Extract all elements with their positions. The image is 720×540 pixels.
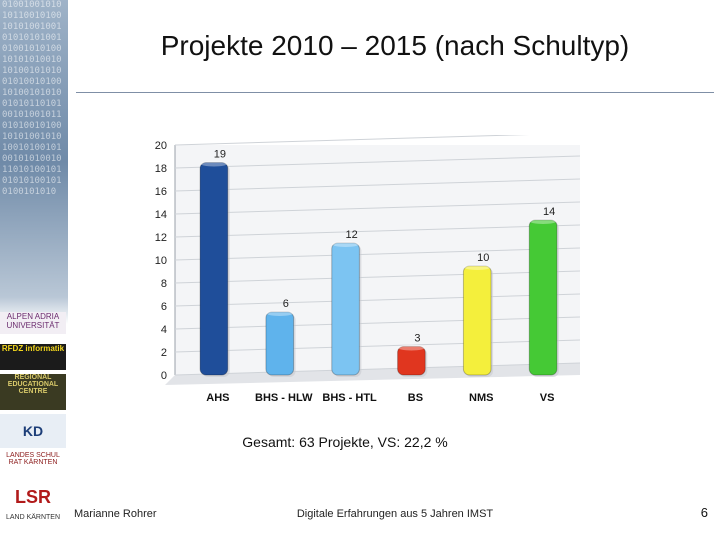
gridline	[174, 339, 581, 353]
university-logo: ALPEN ADRIA UNIVERSITÄT	[0, 312, 66, 334]
title-divider	[76, 92, 714, 93]
y-tick-label: 4	[161, 324, 167, 336]
data-label: 10	[477, 252, 489, 264]
sidebar-decoration: 0100100101010110010100101010010010101010…	[0, 0, 68, 540]
x-tick-label: VS	[540, 392, 555, 404]
y-tick-label: 16	[155, 186, 167, 198]
bar-top-highlight	[265, 310, 294, 316]
y-tick-label: 10	[155, 255, 167, 267]
y-tick-label: 18	[155, 163, 167, 175]
bar-vs	[528, 219, 558, 376]
y-tick-label: 0	[161, 370, 167, 382]
x-tick-label: AHS	[206, 392, 229, 404]
y-tick-label: 6	[161, 301, 167, 313]
gridline	[174, 135, 530, 146]
x-tick-label: BHS - HTL	[322, 392, 377, 404]
bar-top-highlight	[529, 218, 557, 224]
gridline	[174, 247, 581, 261]
data-label: 12	[345, 229, 357, 241]
data-label: 3	[414, 333, 420, 345]
gridline	[174, 201, 581, 215]
bar-top-highlight	[463, 264, 492, 270]
landesschulrat-logo-text: LANDES SCHUL RAT KÄRNTEN	[6, 452, 60, 466]
bar-chart: 0 2 4 6 8 10 12 14 16 18 20 19 AHS 6 BHS - HLW 12 BHS - …	[155, 135, 581, 404]
landesschulrat-logo: LANDES SCHUL RAT KÄRNTEN	[0, 452, 66, 480]
y-tick-label: 20	[155, 140, 167, 152]
bar-top-highlight	[331, 241, 360, 247]
chart-back-wall	[175, 145, 580, 375]
regional-centre-logo: REGIONAL EDUCATIONAL CENTRE	[0, 374, 66, 410]
land-kaernten-logo: LAND KÄRNTEN	[0, 514, 66, 536]
footer-author: Marianne Rohrer	[74, 508, 157, 520]
kd-logo-text: KD	[22, 423, 44, 439]
x-tick-label: BS	[408, 392, 423, 404]
bar-bhs-htl	[331, 242, 360, 376]
slide-title: Projekte 2010 – 2015 (nach Schultyp)	[160, 30, 630, 61]
bar-top-highlight	[200, 160, 228, 167]
bar-nms	[462, 265, 492, 376]
gridline	[174, 178, 581, 192]
lsr-logo-text: LSR	[15, 487, 51, 507]
kd-logo: KD	[0, 414, 66, 448]
data-label: 6	[283, 298, 289, 310]
rfdz-logo: RFDZ informatik	[0, 344, 66, 370]
y-tick-label: 2	[161, 347, 167, 359]
data-label: 19	[214, 149, 226, 161]
bar-bhs-hlw	[265, 311, 295, 376]
y-tick-label: 12	[155, 232, 167, 244]
gridline	[174, 362, 581, 376]
page-number: 6	[700, 505, 708, 520]
summary-text: Gesamt: 63 Projekte, VS: 22,2 %	[242, 434, 448, 450]
gridline	[174, 270, 581, 284]
bar-bs	[397, 346, 426, 376]
data-label: 14	[543, 206, 555, 218]
rfdz-logo-text: RFDZ informatik	[1, 344, 65, 353]
lsr-logo: LSR	[0, 484, 66, 510]
x-tick-label: BHS - HLW	[255, 392, 313, 404]
y-tick-label: 8	[161, 278, 167, 290]
gridline	[174, 293, 581, 307]
gridline	[174, 224, 581, 238]
regional-centre-logo-text: REGIONAL EDUCATIONAL CENTRE	[7, 374, 59, 395]
bar-top-highlight	[397, 344, 426, 351]
footer-title: Digitale Erfahrungen aus 5 Jahren IMST	[296, 508, 494, 520]
gridline	[174, 155, 581, 169]
x-tick-label: NMS	[469, 392, 493, 404]
gridline	[174, 316, 581, 330]
binary-background: 0100100101010110010100101010010010101010…	[2, 0, 62, 197]
land-kaernten-logo-text: LAND KÄRNTEN	[5, 514, 61, 521]
y-tick-label: 14	[155, 209, 167, 221]
bar-ahs	[199, 162, 229, 376]
university-logo-text: ALPEN ADRIA UNIVERSITÄT	[6, 312, 60, 330]
